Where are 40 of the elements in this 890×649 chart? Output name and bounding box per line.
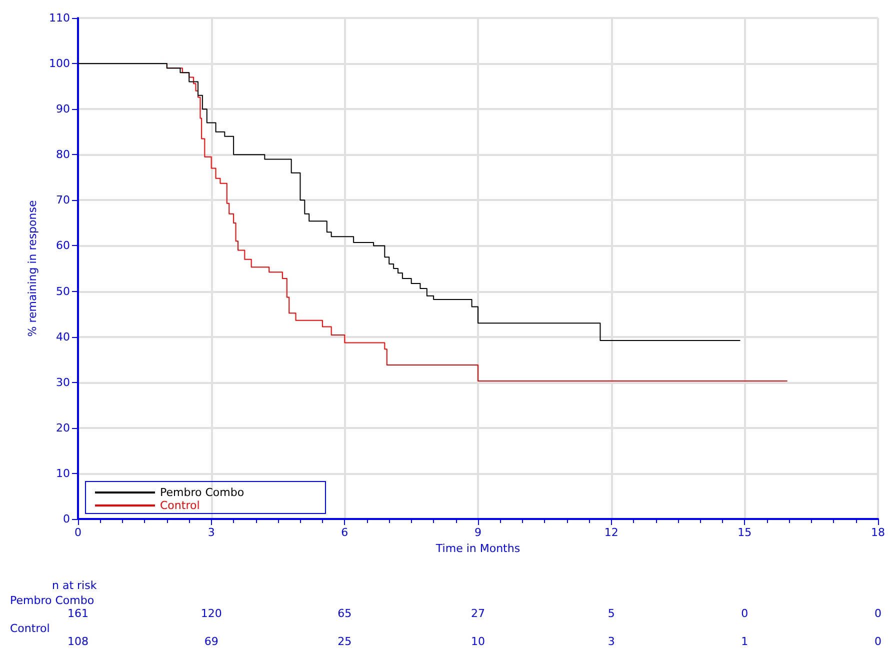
y-tick-label: 60 [56, 239, 70, 252]
y-tick-label: 0 [63, 512, 70, 526]
x-tick-label: 12 [604, 526, 618, 539]
y-tick-label: 30 [56, 376, 70, 389]
text: 0 [874, 635, 882, 648]
x-tick-label: 18 [871, 526, 885, 539]
text: 0 [874, 607, 882, 620]
x-tick-label: 9 [474, 526, 482, 539]
text: 1 [741, 635, 748, 648]
text: 25 [338, 635, 352, 648]
text: Pembro Combo [160, 486, 244, 499]
text: 5 [608, 607, 615, 620]
y-tick-label: 70 [56, 194, 70, 207]
text: 69 [204, 635, 218, 648]
text: 65 [338, 607, 352, 620]
y-tick-label: 100 [49, 57, 70, 70]
text: 161 [68, 607, 88, 620]
y-tick-label: 50 [56, 284, 70, 298]
x-tick-label: 0 [74, 526, 82, 539]
text: 27 [471, 607, 485, 620]
y-tick-label: 40 [56, 330, 70, 344]
y-axis-title: % remaining in response [26, 200, 40, 337]
y-tick-label: 10 [56, 466, 70, 480]
y-tick-label: 80 [56, 148, 70, 162]
text: 3 [608, 635, 615, 648]
text: Pembro Combo [10, 594, 94, 607]
text: 108 [68, 635, 88, 648]
x-tick-label: 15 [738, 526, 752, 539]
x-tick-label: 3 [208, 526, 215, 539]
text: 10 [471, 635, 485, 648]
text: Control [160, 499, 200, 512]
text: Control [10, 622, 50, 635]
x-axis-title: Time in Months [434, 542, 520, 555]
y-tick-label: 20 [56, 421, 70, 434]
text: n at risk [52, 579, 98, 592]
y-tick-label: 90 [56, 102, 70, 116]
text: 120 [200, 607, 222, 620]
x-tick-label: 6 [341, 526, 348, 539]
text: 0 [741, 607, 748, 620]
y-tick-label: 110 [49, 12, 70, 24]
